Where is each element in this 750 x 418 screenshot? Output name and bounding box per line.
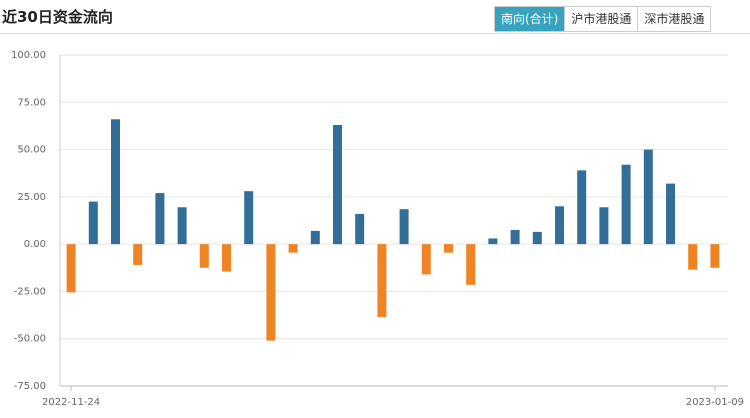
y-tick-label: 50.00 <box>17 145 46 156</box>
bar <box>399 209 409 245</box>
x-tick-label: 2022-11-24 <box>42 397 100 408</box>
bar <box>444 244 453 253</box>
tab[interactable]: 沪市港股通 <box>564 7 637 31</box>
bar <box>643 149 653 245</box>
bar <box>111 119 120 245</box>
bar <box>666 183 675 245</box>
bar <box>66 244 76 293</box>
bar <box>577 170 587 245</box>
bar <box>488 238 498 245</box>
bar <box>310 230 320 245</box>
bar <box>355 213 365 245</box>
bar <box>466 244 476 285</box>
bar <box>199 244 209 268</box>
tab[interactable]: 深市港股通 <box>637 7 710 31</box>
x-tick-label: 2023-01-09 <box>686 397 744 408</box>
bar <box>155 193 165 245</box>
title: 近30日资金流向 <box>2 8 113 26</box>
y-tick-label: 75.00 <box>17 97 46 108</box>
y-tick-label: -25.00 <box>14 286 46 297</box>
tab-bar: 南向(合计) 沪市港股通 深市港股通 <box>494 6 712 32</box>
bar <box>532 231 542 245</box>
bar <box>621 164 631 245</box>
y-tick-label: 25.00 <box>17 192 46 203</box>
divider <box>0 33 750 34</box>
bar <box>710 244 720 268</box>
bar <box>288 244 298 253</box>
bar <box>133 244 143 265</box>
bar <box>177 207 187 245</box>
bar <box>377 244 387 317</box>
y-tick-label: 0.00 <box>24 239 46 250</box>
bar <box>333 124 342 245</box>
y-tick-label: -50.00 <box>14 334 46 345</box>
bar <box>222 244 231 272</box>
bar <box>688 244 698 270</box>
y-tick-label: -75.00 <box>14 381 46 392</box>
bar <box>599 207 609 245</box>
bar <box>421 244 431 275</box>
bar <box>244 191 254 245</box>
bar <box>555 206 564 245</box>
bar <box>88 201 98 245</box>
tab[interactable]: 南向(合计) <box>495 7 565 31</box>
y-tick-label: 100.00 <box>11 50 46 61</box>
bar <box>266 244 276 341</box>
bar <box>510 229 520 245</box>
